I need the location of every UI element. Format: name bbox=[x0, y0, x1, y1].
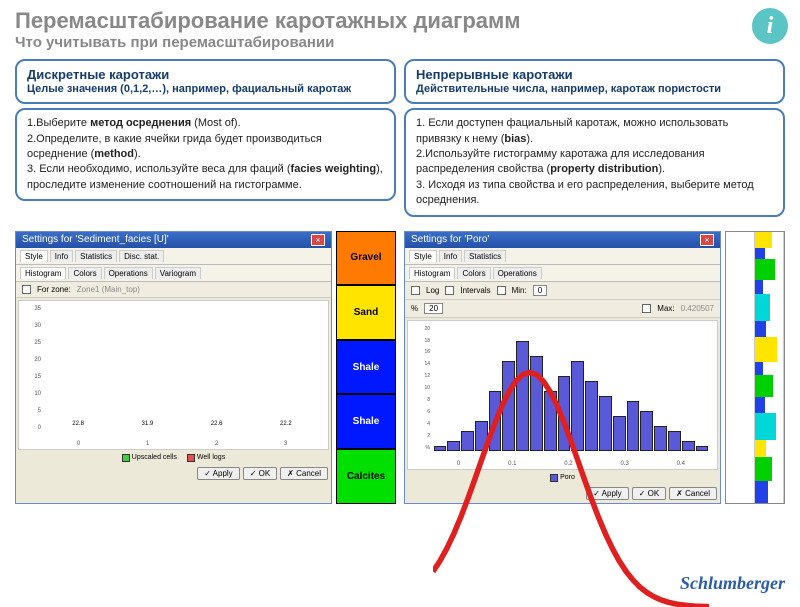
pct-label: % bbox=[411, 304, 418, 313]
checkbox-intervals[interactable] bbox=[445, 286, 454, 295]
legend-upscaled: Upscaled cells bbox=[122, 454, 177, 462]
dialog-poro-toolbar: Log Intervals Min: 0 bbox=[405, 282, 720, 300]
track-col-1 bbox=[726, 232, 755, 503]
lithology-column: GravelSandShaleShaleCalcites bbox=[336, 231, 396, 504]
dialog-poro-titlebar: Settings for 'Poro' × bbox=[405, 232, 720, 248]
tab-statistics[interactable]: Statistics bbox=[464, 250, 506, 262]
checkbox-max[interactable] bbox=[642, 304, 651, 313]
facies-legend: Upscaled cells Well logs bbox=[16, 452, 331, 464]
dialog-poro-subtabs: HistogramColorsOperations bbox=[405, 265, 720, 282]
lithology-shale: Shale bbox=[336, 340, 396, 395]
lithology-calcites: Calcites bbox=[336, 449, 396, 504]
dialog-poro-tabs: StyleInfoStatistics bbox=[405, 248, 720, 265]
legend-welllogs: Well logs bbox=[187, 454, 225, 462]
pct-value[interactable]: 20 bbox=[424, 303, 443, 314]
continuous-body: 1. Если доступен фациальный каротаж, мож… bbox=[416, 116, 773, 208]
lithology-shale: Shale bbox=[336, 394, 396, 449]
y-axis: 35302520151050 bbox=[21, 306, 41, 431]
log-track bbox=[725, 231, 785, 504]
cancel-button[interactable]: ✗ Cancel bbox=[669, 487, 717, 500]
legend-poro-label: Poro bbox=[560, 474, 575, 481]
dialog-poro-title: Settings for 'Poro' bbox=[411, 234, 489, 245]
apply-button[interactable]: ✓ Apply bbox=[586, 487, 629, 500]
dialog-poro-buttons: ✓ Apply ✓ OK ✗ Cancel bbox=[405, 484, 720, 503]
tab-operations[interactable]: Operations bbox=[493, 267, 542, 279]
tab-style[interactable]: Style bbox=[409, 250, 437, 262]
tab-info[interactable]: Info bbox=[439, 250, 462, 262]
for-zone-label: For zone: bbox=[37, 285, 71, 294]
legend-upscaled-label: Upscaled cells bbox=[132, 454, 177, 461]
lithology-gravel: Gravel bbox=[336, 231, 396, 286]
lithology-sand: Sand bbox=[336, 285, 396, 340]
continuous-subtitle: Действительные числа, например, каротаж … bbox=[416, 82, 773, 96]
page-subtitle: Что учитывать при перемасштабировании bbox=[15, 34, 785, 51]
dialog-facies-tabs: StyleInfoStatisticsDisc. stat. bbox=[16, 248, 331, 265]
ok-button[interactable]: ✓ OK bbox=[243, 467, 277, 480]
apply-button[interactable]: ✓ Apply bbox=[197, 467, 240, 480]
x-axis: 0123 bbox=[44, 441, 320, 447]
close-icon[interactable]: × bbox=[700, 234, 714, 246]
poro-legend: Poro bbox=[405, 472, 720, 484]
info-icon[interactable]: i bbox=[752, 8, 788, 44]
tab-operations[interactable]: Operations bbox=[104, 267, 153, 279]
dialog-facies: Settings for 'Sediment_facies [U]' × Sty… bbox=[15, 231, 332, 504]
dialog-poro: Settings for 'Poro' × StyleInfoStatistic… bbox=[404, 231, 721, 504]
dialog-facies-toolbar: For zone: Zone1 (Main_top) bbox=[16, 282, 331, 298]
checkbox-log[interactable] bbox=[411, 286, 420, 295]
tab-info[interactable]: Info bbox=[50, 250, 73, 262]
min-value[interactable]: 0 bbox=[533, 285, 547, 296]
swatch-poro bbox=[550, 474, 558, 482]
intervals-label: Intervals bbox=[460, 286, 490, 295]
tab-statistics[interactable]: Statistics bbox=[75, 250, 117, 262]
bars-container: 22.831.922.622.2 bbox=[44, 309, 320, 431]
legend-poro: Poro bbox=[550, 474, 575, 482]
poro-histogram: 2018161412108642% 00.10.20.30.4 bbox=[407, 320, 718, 470]
tab-histogram[interactable]: Histogram bbox=[20, 267, 66, 279]
log-label: Log bbox=[426, 286, 439, 295]
dialog-facies-buttons: ✓ Apply ✓ OK ✗ Cancel bbox=[16, 464, 331, 483]
tab-disc-stat-[interactable]: Disc. stat. bbox=[119, 250, 164, 262]
facies-histogram: 35302520151050 22.831.922.622.2 0123 bbox=[18, 300, 329, 450]
max-label: Max: bbox=[657, 304, 674, 313]
tab-colors[interactable]: Colors bbox=[68, 267, 101, 279]
checkbox-min[interactable] bbox=[497, 286, 506, 295]
tab-style[interactable]: Style bbox=[20, 250, 48, 262]
dialog-facies-title: Settings for 'Sediment_facies [U]' bbox=[22, 234, 169, 245]
checkbox-forzone[interactable] bbox=[22, 285, 31, 294]
discrete-body: 1.Выберите метод осреднения (Most of).2.… bbox=[27, 116, 384, 193]
discrete-title: Дискретные каротажи bbox=[27, 67, 384, 82]
tab-variogram[interactable]: Variogram bbox=[155, 267, 201, 279]
zone-value: Zone1 (Main_top) bbox=[77, 285, 140, 294]
max-value: 0.420507 bbox=[681, 304, 714, 313]
dialog-facies-titlebar: Settings for 'Sediment_facies [U]' × bbox=[16, 232, 331, 248]
continuous-title: Непрерывные каротажи bbox=[416, 67, 773, 82]
swatch-welllogs bbox=[187, 454, 195, 462]
tab-colors[interactable]: Colors bbox=[457, 267, 490, 279]
dialog-facies-subtabs: HistogramColorsOperationsVariogram bbox=[16, 265, 331, 282]
discrete-subtitle: Целые значения (0,1,2,…), например, фаци… bbox=[27, 82, 384, 96]
x-axis: 00.10.20.30.4 bbox=[433, 461, 709, 467]
discrete-body-box: 1.Выберите метод осреднения (Most of).2.… bbox=[15, 108, 396, 201]
dialog-poro-toolbar2: % 20 Max: 0.420507 bbox=[405, 300, 720, 318]
hist-bars bbox=[433, 331, 709, 451]
footer-brand: Schlumberger bbox=[680, 573, 785, 594]
continuous-body-box: 1. Если доступен фациальный каротаж, мож… bbox=[404, 108, 785, 216]
legend-welllogs-label: Well logs bbox=[197, 454, 225, 461]
discrete-title-box: Дискретные каротажи Целые значения (0,1,… bbox=[15, 59, 396, 104]
continuous-title-box: Непрерывные каротажи Действительные числ… bbox=[404, 59, 785, 104]
ok-button[interactable]: ✓ OK bbox=[632, 487, 666, 500]
cancel-button[interactable]: ✗ Cancel bbox=[280, 467, 328, 480]
y-axis: 2018161412108642% bbox=[410, 326, 430, 451]
min-label: Min: bbox=[512, 286, 527, 295]
close-icon[interactable]: × bbox=[311, 234, 325, 246]
track-col-2 bbox=[755, 232, 784, 503]
swatch-upscaled bbox=[122, 454, 130, 462]
page-title: Перемасштабирование каротажных диаграмм bbox=[15, 8, 785, 34]
tab-histogram[interactable]: Histogram bbox=[409, 267, 455, 279]
